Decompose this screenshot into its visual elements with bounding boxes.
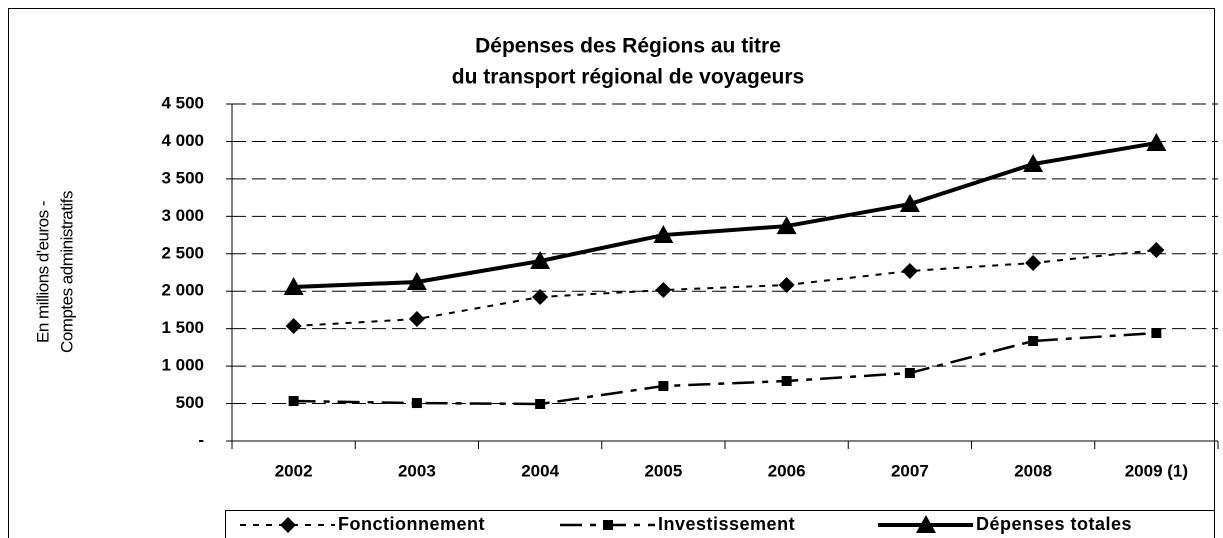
x-tick-label: 2002 xyxy=(275,461,313,480)
data-point xyxy=(653,225,674,244)
y-tick-label: 3 500 xyxy=(161,168,204,187)
legend-label: Fonctionnement xyxy=(338,514,485,534)
data-point xyxy=(408,311,425,328)
y-tick-label: 500 xyxy=(176,393,204,412)
legend-marker xyxy=(916,515,936,533)
x-tick-label: 2006 xyxy=(768,461,806,480)
y-tick-label: 1 000 xyxy=(161,356,204,375)
data-point xyxy=(530,251,551,270)
data-point xyxy=(781,376,792,387)
y-tick-label: 3 000 xyxy=(161,206,204,225)
data-point xyxy=(288,396,299,407)
data-point xyxy=(904,368,915,379)
series-line xyxy=(293,249,1157,328)
data-point xyxy=(776,216,797,235)
data-point xyxy=(285,318,302,335)
legend-label: Dépenses totales xyxy=(976,514,1132,534)
y-tick-label: 2 000 xyxy=(161,281,204,300)
legend-label: Investissement xyxy=(658,514,795,534)
data-point xyxy=(778,277,795,294)
data-point xyxy=(411,398,422,409)
data-point xyxy=(899,194,920,213)
data-point xyxy=(535,399,546,410)
series-line xyxy=(293,331,1157,406)
x-tick-label: 2007 xyxy=(891,461,929,480)
data-point xyxy=(1025,254,1042,271)
data-point xyxy=(1146,133,1167,152)
legend-box xyxy=(225,510,1215,538)
y-tick-label: 4 500 xyxy=(161,93,204,112)
chart-title: du transport régional de voyageurs xyxy=(452,66,804,89)
x-tick-label: 2003 xyxy=(398,461,436,480)
y-tick-label: 4 000 xyxy=(161,131,204,150)
x-tick-label: 2008 xyxy=(1014,461,1052,480)
data-point xyxy=(283,277,304,296)
legend-marker xyxy=(603,520,613,530)
x-tick-label: 2004 xyxy=(521,461,559,480)
data-point xyxy=(532,288,549,305)
data-point xyxy=(655,282,672,299)
y-axis-label: Comptes administratifs xyxy=(57,191,76,353)
data-point xyxy=(406,272,427,291)
series-line xyxy=(293,141,1157,290)
legend-marker xyxy=(280,517,296,533)
chart-title: Dépenses des Régions au titre xyxy=(475,35,781,58)
data-point xyxy=(658,381,669,392)
y-tick-label: 2 500 xyxy=(161,243,204,262)
data-point xyxy=(1151,328,1162,339)
chart-border xyxy=(8,8,1215,538)
y-tick-label: - xyxy=(198,430,204,449)
data-point xyxy=(1028,336,1039,347)
y-axis-label: En millions d'euros - xyxy=(33,201,52,343)
x-tick-label: 2009 (1) xyxy=(1125,461,1188,480)
y-tick-label: 1 500 xyxy=(161,318,204,337)
data-point xyxy=(1148,242,1165,259)
x-tick-label: 2005 xyxy=(644,461,682,480)
data-point xyxy=(1023,154,1044,173)
data-point xyxy=(901,263,918,280)
